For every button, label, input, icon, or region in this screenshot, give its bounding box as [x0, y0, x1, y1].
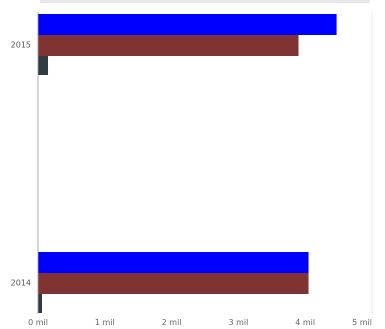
category-labels: 2015 2014 — [11, 41, 31, 288]
x-tick-label-4: 4 mil — [295, 318, 315, 327]
bar-2015-series-2 — [38, 35, 299, 56]
x-tick-label-5: 5 mil — [352, 318, 372, 327]
x-tick-label-3: 3 mil — [228, 318, 248, 327]
x-tick-label-0: 0 mil — [28, 318, 48, 327]
bar-2014-series-3 — [38, 294, 43, 313]
bars-layer — [38, 14, 337, 313]
category-label-2015: 2015 — [11, 41, 31, 50]
x-tick-label-1: 1 mil — [95, 318, 115, 327]
bar-2014-series-2 — [38, 273, 309, 294]
bar-2014-series-1 — [38, 252, 309, 273]
bar-2015-series-3 — [38, 56, 49, 75]
x-tick-label-2: 2 mil — [162, 318, 182, 327]
cropped-title-strip — [40, 0, 370, 3]
category-label-2014: 2014 — [11, 279, 31, 288]
x-tick-labels: 0 mil 1 mil 2 mil 3 mil 4 mil 5 mil — [28, 318, 372, 327]
bar-2015-series-1 — [38, 14, 337, 35]
